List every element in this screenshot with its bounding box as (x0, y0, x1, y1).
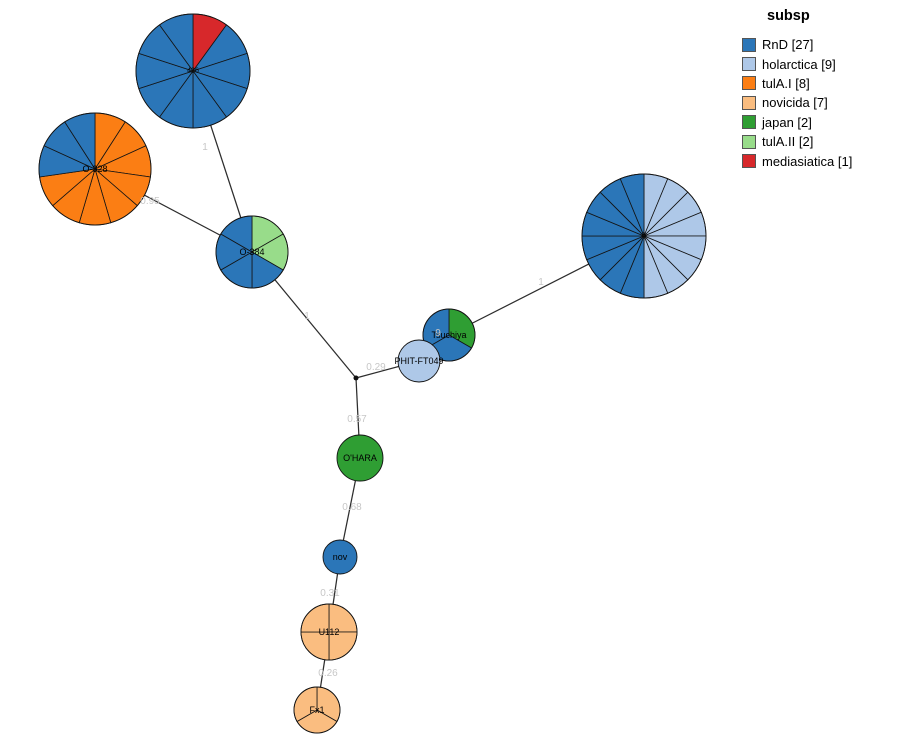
legend-label-japan: japan [2] (762, 114, 812, 130)
legend-title: subsp (767, 8, 810, 24)
tree-node-PHIT-FT049[interactable] (397, 339, 441, 383)
tree-node-U112[interactable] (300, 603, 358, 661)
legend-swatch-novicida (742, 95, 756, 110)
legend-entry-mediasiatica[interactable]: mediasiatica [1] (742, 151, 902, 170)
legend-entry-RnD[interactable]: RnD [27] (742, 35, 902, 54)
legend-label-tulA_I: tulA.I [8] (762, 75, 810, 91)
legend-swatch-mediasiatica (742, 154, 756, 169)
subsp-legend: subsp RnD [27] holarctica [9] tulA.I [8] no… (742, 8, 902, 171)
tree-node-n426[interactable] (135, 13, 251, 129)
legend-label-tulA_II: tulA.II [2] (762, 134, 814, 150)
legend-entry-novicida[interactable]: novicida [7] (742, 93, 902, 112)
tree-node-bigblue[interactable] (581, 173, 707, 299)
legend-label-novicida: novicida [7] (762, 95, 828, 111)
tree-node-OHARA[interactable] (336, 434, 384, 482)
tree-node-nov[interactable] (322, 539, 358, 575)
edge-label-O-328-O-384: 0.95 (140, 196, 160, 207)
legend-entry-tulA_I[interactable]: tulA.I [8] (742, 74, 902, 93)
legend-label-RnD: RnD [27] (762, 37, 814, 53)
edge-label-junction-OHARA: 0.57 (347, 414, 367, 425)
legend-label-mediasiatica: mediasiatica [1] (762, 153, 853, 169)
edge-label-n426-O-384: 1 (202, 142, 208, 153)
legend-rows: RnD [27] holarctica [9] tulA.I [8] novicida… (742, 35, 902, 171)
edge-label-U112-Fx1: 0.26 (318, 668, 338, 679)
legend-entry-tulA_II[interactable]: tulA.II [2] (742, 132, 902, 151)
edge-label-OHARA-nov: 0.68 (342, 502, 362, 513)
edge-label-O-384-junction: 1 (304, 311, 310, 322)
legend-entry-holarctica[interactable]: holarctica [9] (742, 54, 902, 73)
tree-node-O-384[interactable] (215, 215, 289, 289)
legend-swatch-tulA_I (742, 76, 756, 91)
legend-swatch-japan (742, 115, 756, 130)
edge-label-Tsuchiya-bigblue: 1 (538, 277, 544, 288)
legend-swatch-holarctica (742, 57, 756, 72)
tree-node-Fx1[interactable] (293, 686, 341, 734)
legend-swatch-tulA_II (742, 134, 756, 149)
legend-label-holarctica: holarctica [9] (762, 56, 836, 72)
edge-label-PHIT-FT049-Tsuchiya: 9 (435, 328, 441, 339)
tree-node-junction (353, 375, 359, 381)
legend-entry-japan[interactable]: japan [2] (742, 113, 902, 132)
legend-swatch-RnD (742, 37, 756, 52)
tree-node-O-328[interactable] (38, 112, 152, 226)
edge-label-junction-PHIT-FT049: 0.29 (366, 362, 386, 373)
edge-label-nov-U112: 0.31 (320, 588, 340, 599)
